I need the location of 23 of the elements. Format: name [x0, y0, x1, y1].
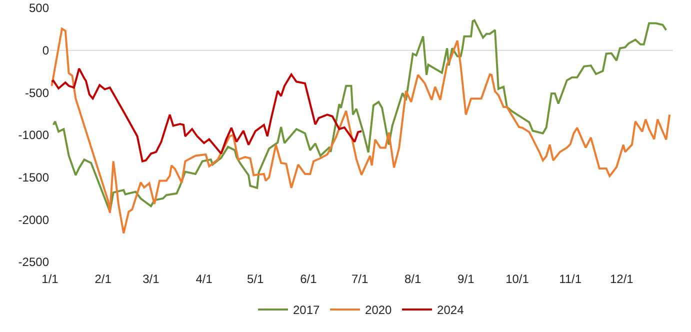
x-tick-label: 2/1 [94, 272, 112, 286]
x-tick-label: 12/1 [610, 272, 634, 286]
y-tick-label: -1500 [18, 170, 50, 185]
line-series [50, 68, 362, 162]
y-tick-label: 500 [28, 1, 50, 16]
y-tick-label: -1000 [18, 128, 50, 142]
legend-label: 2020 [365, 303, 392, 318]
y-tick-label: 0 [42, 44, 50, 58]
x-tick-label: 11/1 [559, 272, 582, 286]
x-tick-label: 4/1 [196, 272, 213, 286]
legend-label: 2024 [437, 303, 464, 318]
x-tick-label: 9/1 [458, 272, 475, 286]
legend-label: 2017 [293, 303, 320, 318]
x-tick-label: 8/1 [404, 272, 422, 286]
x-tick-label: 7/1 [351, 272, 368, 286]
y-tick-label: -500 [24, 86, 50, 100]
x-tick-label: 6/1 [300, 272, 318, 286]
y-tick-label: -2000 [18, 212, 50, 227]
x-tick-label: 5/1 [247, 272, 264, 286]
x-tick-label: 1/1 [42, 272, 59, 286]
x-tick-label: 10/1 [506, 272, 530, 286]
y-tick-label: -2500 [18, 255, 50, 270]
x-tick-label: 3/1 [142, 272, 160, 286]
